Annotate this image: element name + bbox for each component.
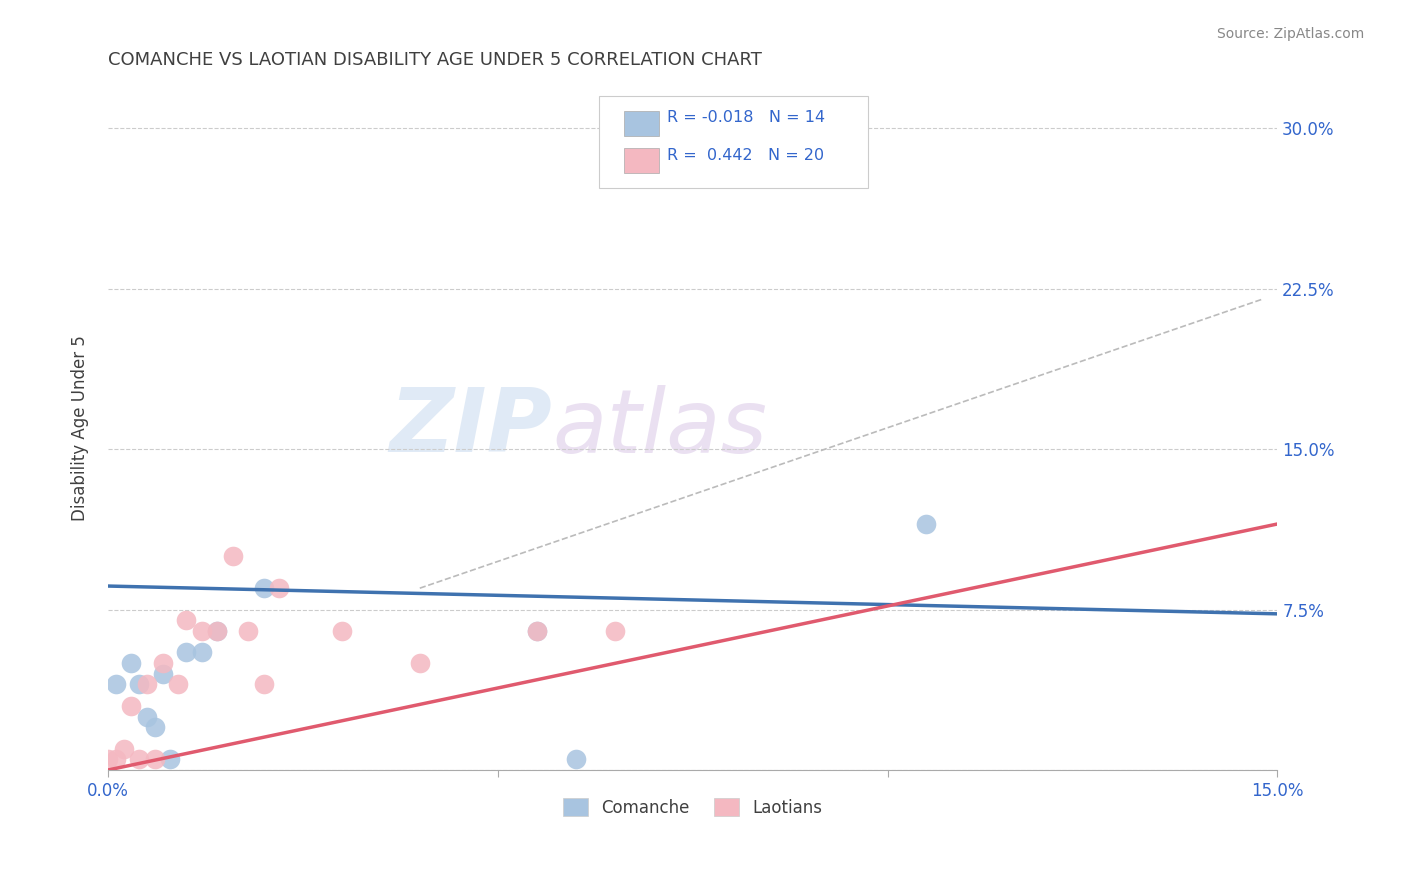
- Point: [152, 666, 174, 681]
- Text: R = -0.018   N = 14: R = -0.018 N = 14: [666, 111, 825, 125]
- Point: [97, 752, 120, 766]
- Point: [253, 581, 276, 595]
- Point: [112, 741, 135, 756]
- Point: [174, 613, 197, 627]
- Text: R =  0.442   N = 20: R = 0.442 N = 20: [666, 148, 824, 163]
- Point: [159, 752, 181, 766]
- Point: [152, 656, 174, 670]
- Point: [120, 656, 142, 670]
- Text: COMANCHE VS LAOTIAN DISABILITY AGE UNDER 5 CORRELATION CHART: COMANCHE VS LAOTIAN DISABILITY AGE UNDER…: [108, 51, 762, 69]
- FancyBboxPatch shape: [624, 111, 659, 136]
- Point: [136, 677, 159, 691]
- Point: [104, 677, 127, 691]
- Legend: Comanche, Laotians: Comanche, Laotians: [555, 792, 830, 823]
- Point: [238, 624, 260, 638]
- Point: [330, 624, 353, 638]
- Point: [190, 624, 212, 638]
- FancyBboxPatch shape: [599, 95, 868, 188]
- Point: [253, 677, 276, 691]
- Point: [526, 624, 548, 638]
- Text: atlas: atlas: [553, 384, 768, 471]
- Point: [167, 677, 190, 691]
- Point: [205, 624, 228, 638]
- Y-axis label: Disability Age Under 5: Disability Age Under 5: [72, 334, 89, 521]
- Point: [143, 752, 166, 766]
- FancyBboxPatch shape: [624, 148, 659, 173]
- Text: ZIP: ZIP: [389, 384, 553, 471]
- Point: [128, 677, 150, 691]
- Point: [915, 516, 938, 531]
- Point: [205, 624, 228, 638]
- Point: [222, 549, 245, 563]
- Point: [128, 752, 150, 766]
- Point: [104, 752, 127, 766]
- Point: [120, 698, 142, 713]
- Text: Source: ZipAtlas.com: Source: ZipAtlas.com: [1216, 27, 1364, 41]
- Point: [174, 645, 197, 659]
- Point: [564, 752, 586, 766]
- Point: [136, 709, 159, 723]
- Point: [409, 656, 432, 670]
- Point: [526, 624, 548, 638]
- Point: [603, 624, 626, 638]
- Point: [269, 581, 291, 595]
- Point: [143, 720, 166, 734]
- Point: [190, 645, 212, 659]
